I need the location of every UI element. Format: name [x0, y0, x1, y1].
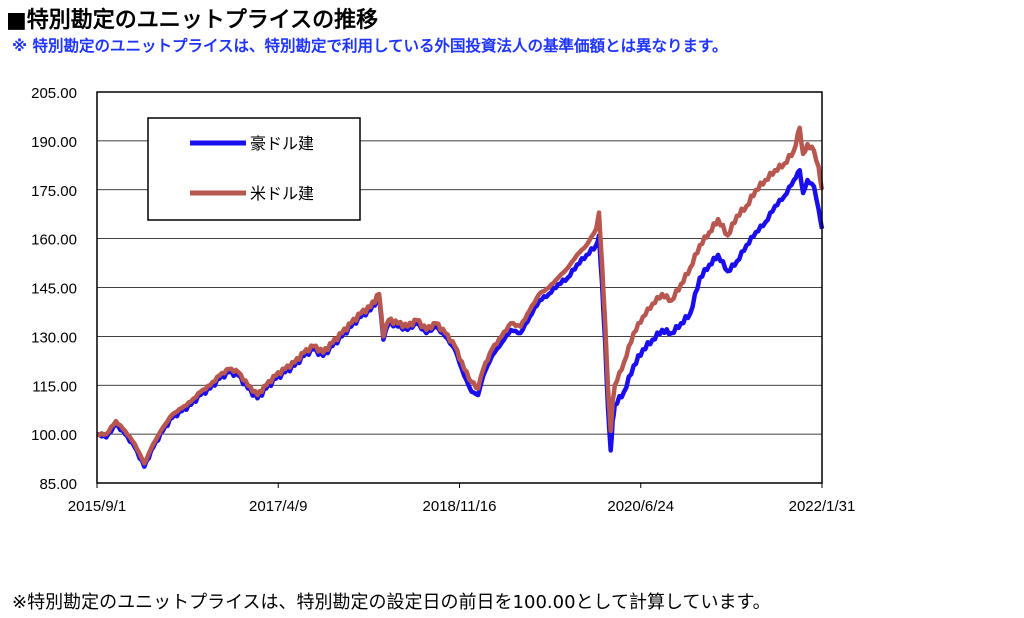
footnote: ※特別勘定のユニットプライスは、特別勘定の設定日の前日を100.00として計算し…: [12, 592, 771, 613]
x-tick-label: 2017/4/9: [249, 498, 307, 515]
y-tick-label: 115.00: [32, 378, 77, 395]
y-tick-label: 85.00: [39, 476, 77, 493]
x-tick-label: 2015/9/1: [68, 498, 126, 515]
x-tick-label: 2022/1/31: [789, 498, 856, 515]
legend-label: 豪ドル建: [250, 134, 314, 153]
y-tick-label: 205.00: [31, 85, 77, 102]
legend-box: [147, 117, 361, 221]
y-tick-label: 160.00: [31, 232, 77, 249]
plot-area-frame: [96, 91, 823, 484]
y-tick-label: 145.00: [31, 281, 77, 298]
x-axis-tick-labels: 2015/9/1 2017/4/9 2018/11/16 2020/6/24 2022/…: [68, 498, 856, 515]
line-chart: 85.00 100.00 115.00 130.00 145.00 160.00 175.0…: [31, 85, 856, 515]
y-tick-label: 130.00: [31, 329, 77, 346]
chart-container: 85.00 100.00 115.00 130.00 145.00 160.00 175.0…: [31, 85, 856, 515]
x-tick-label: 2020/6/24: [607, 498, 674, 515]
x-tick-label: 2018/11/16: [423, 498, 497, 515]
legend-label: 米ドル建: [250, 185, 314, 203]
y-tick-label: 190.00: [31, 134, 77, 151]
series-line-usd: [96, 125, 825, 466]
y-tick-label: 175.00: [31, 183, 77, 200]
y-axis-tick-labels: 85.00 100.00 115.00 130.00 145.00 160.00 175.0…: [31, 85, 77, 493]
y-tick-label: 100.00: [31, 427, 77, 444]
page-subtitle-note: ※ 特別勘定のユニットプライスは、特別勘定で利用している外国投資法人の基準価額と…: [12, 37, 728, 55]
page-title: ■特別勘定のユニットプライスの推移: [6, 8, 379, 33]
chart-series-lines: [96, 125, 825, 469]
